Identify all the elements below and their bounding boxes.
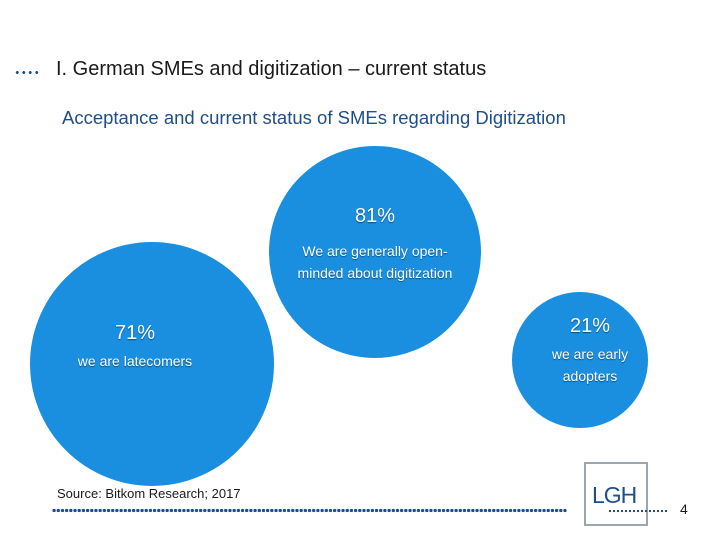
open-minded-label: We are generally open-minded about digit… [297,243,453,281]
latecomers-percent: 71% [114,322,156,344]
logo-dotted-line [608,509,668,513]
slide-subtitle: Acceptance and current status of SMEs re… [62,107,566,128]
footer-dotted-line [52,508,567,513]
early-adopters-percent: 21% [569,315,611,337]
bubble-early-adopters [510,290,650,430]
early-adopters-label: we are early adopters [551,346,629,384]
source-note: Source: Bitkom Research; 2017 [57,486,241,501]
open-minded-percent: 81% [354,205,396,227]
title-bullet-dots [14,70,40,75]
bubble-open-minded [267,144,483,360]
lgh-logo [584,462,648,526]
page-number: 4 [680,501,688,517]
bubble-latecomers [28,240,276,488]
slide-title: I. German SMEs and digitization – curren… [56,58,487,80]
lgh-logo-text: LGH [592,482,637,508]
latecomers-label: we are latecomers [77,353,193,369]
